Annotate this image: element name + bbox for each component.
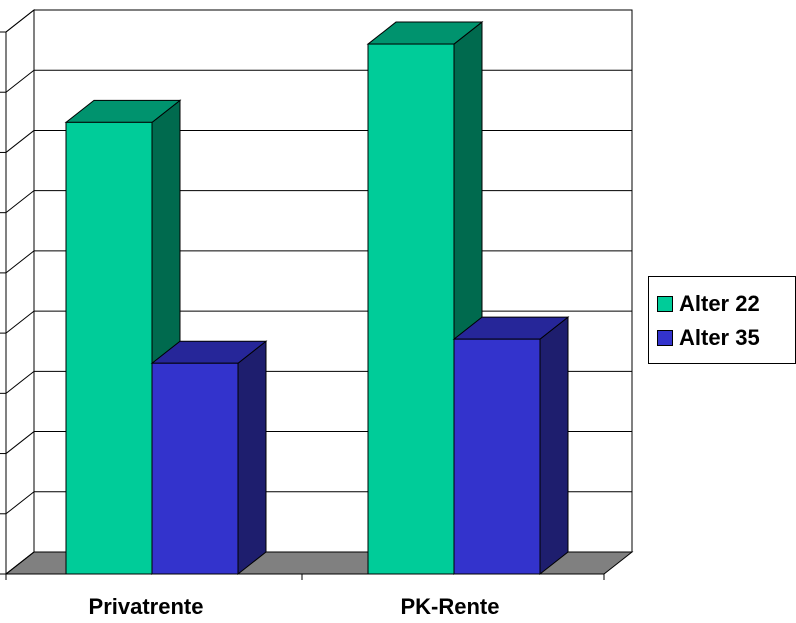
bar-side (237, 340, 267, 576)
category-label-pk-rente: PK-Rente (400, 594, 500, 619)
side-gridline (5, 310, 35, 334)
bar-front (367, 43, 455, 575)
bar-pk-rente-alter-35 (452, 316, 570, 576)
bars (64, 21, 570, 576)
legend-item-alter-35: Alter 35 (657, 323, 760, 353)
side-gridline (5, 190, 35, 214)
side-gridline (5, 370, 35, 394)
side-gridline (5, 491, 35, 515)
side-gridline (5, 431, 35, 454)
bar-front (453, 338, 541, 575)
bar-front (151, 362, 239, 575)
bar-pk-rente-alter-22 (366, 21, 484, 576)
legend-swatch-alter-22 (657, 296, 673, 312)
side-wall (5, 8, 35, 576)
legend: Alter 22 Alter 35 (648, 276, 796, 364)
legend-label-alter-22: Alter 22 (679, 291, 760, 316)
bar-privatrente-alter-35 (150, 340, 268, 576)
legend-item-alter-22: Alter 22 (657, 289, 760, 319)
side-gridline (5, 250, 35, 274)
bar-side (539, 316, 569, 576)
legend-swatch-alter-35 (657, 330, 673, 346)
category-label-privatrente: Privatrente (88, 594, 204, 619)
side-gridline (5, 69, 35, 93)
axes (0, 31, 605, 580)
legend-label-alter-35: Alter 35 (679, 325, 760, 350)
bar-front (65, 121, 153, 575)
side-gridline (5, 130, 35, 153)
